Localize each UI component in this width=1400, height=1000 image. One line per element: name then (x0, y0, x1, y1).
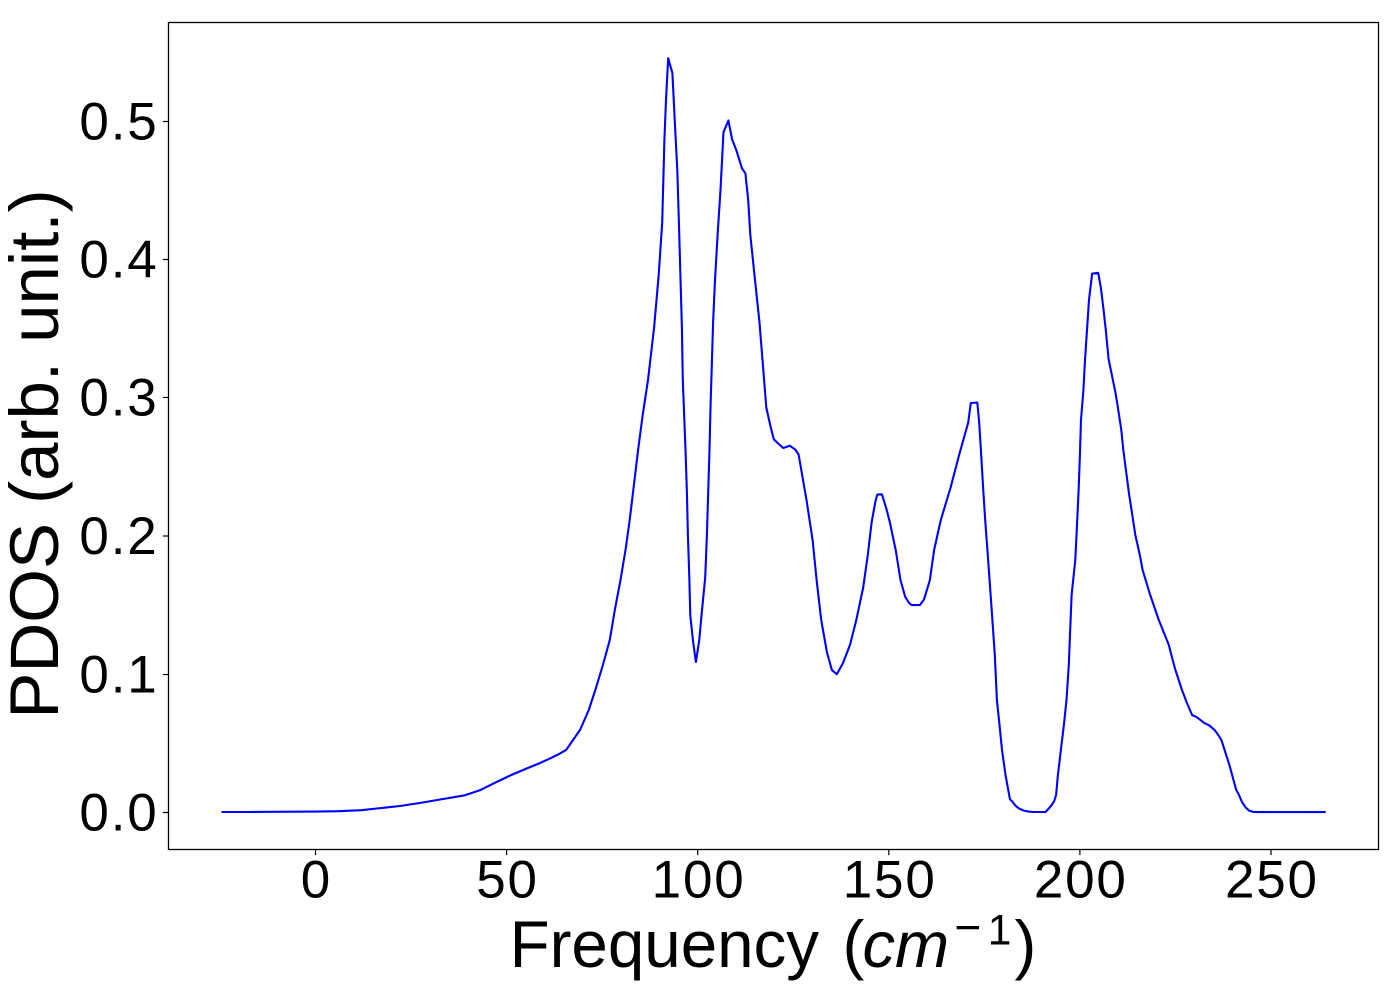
svg-text:0.4: 0.4 (79, 231, 158, 290)
svg-text:cm: cm (863, 908, 950, 981)
svg-text:50: 50 (476, 851, 539, 910)
svg-text:−: − (955, 901, 982, 953)
svg-text:1: 1 (988, 908, 1012, 955)
svg-text:0.3: 0.3 (79, 369, 158, 428)
svg-text:PDOS (arb. unit.): PDOS (arb. unit.) (0, 189, 73, 718)
svg-text:0.2: 0.2 (79, 507, 158, 566)
svg-text:100: 100 (652, 851, 746, 910)
svg-text:Frequency: Frequency (510, 908, 820, 981)
svg-text:0.1: 0.1 (79, 646, 158, 705)
svg-text:0: 0 (301, 851, 332, 910)
svg-text:150: 150 (843, 851, 937, 910)
svg-text:250: 250 (1225, 851, 1319, 910)
svg-text:0.5: 0.5 (79, 93, 158, 152)
svg-text:): ) (1015, 908, 1037, 981)
svg-text:(: ( (843, 908, 865, 981)
svg-text:200: 200 (1034, 851, 1128, 910)
svg-text:0.0: 0.0 (79, 784, 158, 843)
